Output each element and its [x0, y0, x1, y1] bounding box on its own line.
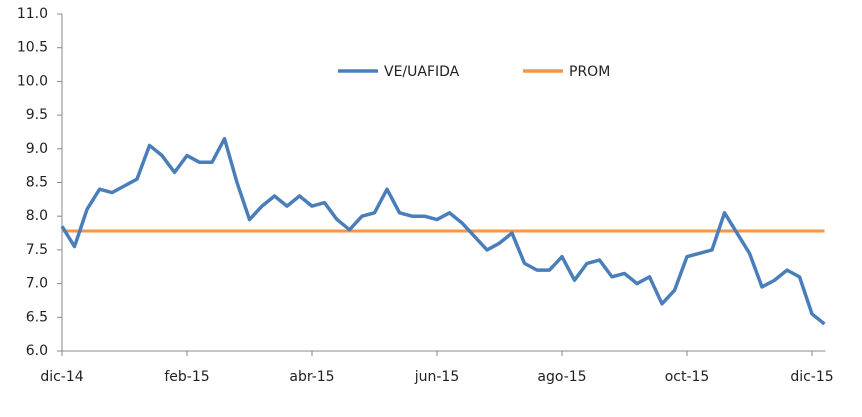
x-tick-label: dic-14	[40, 369, 83, 385]
y-tick-label: 10.0	[17, 73, 48, 89]
y-tick-label: 6.5	[26, 309, 48, 325]
x-tick-label: feb-15	[164, 369, 209, 385]
x-tick-label: ago-15	[537, 369, 586, 385]
y-tick-label: 10.5	[17, 40, 48, 56]
series-line	[60, 136, 826, 326]
x-tick-label: dic-15	[790, 369, 833, 385]
x-tick-label: oct-15	[665, 369, 710, 385]
y-tick-label: 9.5	[26, 107, 48, 123]
y-tick-label: 9.0	[26, 141, 48, 157]
legend-label: VE/UAFIDA	[384, 64, 460, 80]
x-tick-label: jun-15	[414, 369, 460, 385]
y-tick-label: 8.5	[26, 175, 48, 191]
x-tick-label: abr-15	[289, 369, 334, 385]
y-tick-label: 7.5	[26, 242, 48, 258]
y-tick-label: 8.0	[26, 208, 48, 224]
legend-label: PROM	[569, 64, 610, 80]
y-tick-label: 7.0	[26, 276, 48, 292]
y-tick-label: 11.0	[17, 6, 48, 22]
y-tick-label: 6.0	[26, 343, 48, 359]
